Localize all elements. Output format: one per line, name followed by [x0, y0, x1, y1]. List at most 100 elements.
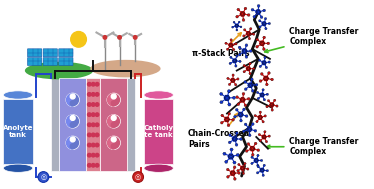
- Polygon shape: [255, 45, 258, 48]
- Circle shape: [133, 172, 144, 182]
- Circle shape: [107, 136, 120, 150]
- Polygon shape: [270, 103, 274, 107]
- Polygon shape: [229, 62, 232, 65]
- Polygon shape: [264, 115, 267, 117]
- Polygon shape: [242, 35, 245, 37]
- Polygon shape: [232, 96, 236, 99]
- Circle shape: [95, 153, 99, 157]
- Polygon shape: [230, 171, 235, 175]
- Text: ◎: ◎: [135, 174, 141, 180]
- Circle shape: [88, 133, 91, 137]
- Polygon shape: [245, 115, 248, 117]
- Polygon shape: [234, 65, 237, 67]
- Text: Charge Transfer
Complex: Charge Transfer Complex: [267, 137, 359, 156]
- Polygon shape: [253, 15, 256, 18]
- Ellipse shape: [3, 164, 33, 172]
- Polygon shape: [264, 131, 266, 133]
- Bar: [86, 78, 100, 171]
- Polygon shape: [256, 38, 259, 41]
- Circle shape: [71, 32, 86, 47]
- Circle shape: [38, 172, 49, 182]
- Bar: [144, 99, 173, 164]
- Circle shape: [92, 153, 95, 157]
- Polygon shape: [268, 135, 270, 137]
- Polygon shape: [250, 78, 254, 81]
- Polygon shape: [237, 172, 240, 174]
- Circle shape: [107, 93, 120, 107]
- Circle shape: [70, 101, 75, 106]
- Polygon shape: [236, 29, 238, 31]
- Polygon shape: [237, 8, 240, 11]
- Circle shape: [111, 115, 116, 120]
- Polygon shape: [220, 92, 223, 95]
- Polygon shape: [242, 172, 245, 174]
- Polygon shape: [224, 160, 228, 163]
- Polygon shape: [247, 14, 250, 16]
- Polygon shape: [226, 48, 229, 50]
- Polygon shape: [233, 178, 236, 180]
- Wedge shape: [66, 115, 73, 128]
- Polygon shape: [238, 112, 243, 117]
- Polygon shape: [273, 99, 276, 101]
- Polygon shape: [258, 133, 261, 136]
- Circle shape: [66, 136, 80, 150]
- Polygon shape: [264, 18, 267, 20]
- Polygon shape: [267, 42, 270, 45]
- Polygon shape: [260, 159, 263, 162]
- Polygon shape: [225, 42, 227, 44]
- Polygon shape: [246, 67, 251, 70]
- Polygon shape: [240, 167, 245, 170]
- FancyBboxPatch shape: [43, 58, 57, 66]
- Circle shape: [70, 115, 75, 120]
- Circle shape: [70, 122, 75, 127]
- Polygon shape: [260, 41, 264, 45]
- Polygon shape: [229, 43, 233, 47]
- Circle shape: [95, 123, 99, 126]
- Polygon shape: [259, 80, 262, 82]
- Polygon shape: [232, 119, 234, 121]
- Polygon shape: [251, 9, 254, 11]
- Polygon shape: [245, 150, 248, 152]
- Polygon shape: [265, 66, 268, 69]
- Circle shape: [66, 93, 80, 107]
- Polygon shape: [240, 12, 245, 16]
- Polygon shape: [262, 135, 266, 139]
- Polygon shape: [238, 53, 241, 56]
- Polygon shape: [248, 38, 251, 40]
- Polygon shape: [238, 46, 241, 49]
- Circle shape: [66, 115, 80, 128]
- Polygon shape: [267, 100, 270, 102]
- Polygon shape: [224, 117, 229, 122]
- Polygon shape: [236, 153, 239, 156]
- Polygon shape: [232, 26, 234, 28]
- Circle shape: [111, 122, 116, 127]
- Circle shape: [92, 113, 95, 116]
- Polygon shape: [262, 174, 264, 177]
- Polygon shape: [220, 121, 223, 124]
- Polygon shape: [267, 72, 270, 74]
- Polygon shape: [233, 161, 236, 164]
- Polygon shape: [235, 108, 238, 111]
- Polygon shape: [251, 123, 254, 125]
- Circle shape: [111, 137, 116, 142]
- Polygon shape: [260, 168, 264, 172]
- Polygon shape: [227, 90, 231, 93]
- Polygon shape: [226, 176, 229, 178]
- Polygon shape: [235, 43, 237, 45]
- FancyBboxPatch shape: [28, 58, 42, 66]
- Polygon shape: [264, 76, 269, 81]
- Polygon shape: [249, 50, 252, 52]
- Circle shape: [95, 113, 99, 116]
- Polygon shape: [243, 71, 245, 73]
- Circle shape: [111, 101, 116, 106]
- Polygon shape: [247, 127, 252, 131]
- Polygon shape: [233, 166, 236, 169]
- Circle shape: [88, 123, 91, 126]
- Polygon shape: [257, 5, 260, 7]
- Polygon shape: [242, 130, 245, 133]
- Text: Chain-Crossed
Pairs: Chain-Crossed Pairs: [188, 113, 250, 149]
- Polygon shape: [252, 33, 255, 35]
- Polygon shape: [254, 159, 258, 162]
- Circle shape: [92, 82, 95, 86]
- Polygon shape: [266, 106, 268, 108]
